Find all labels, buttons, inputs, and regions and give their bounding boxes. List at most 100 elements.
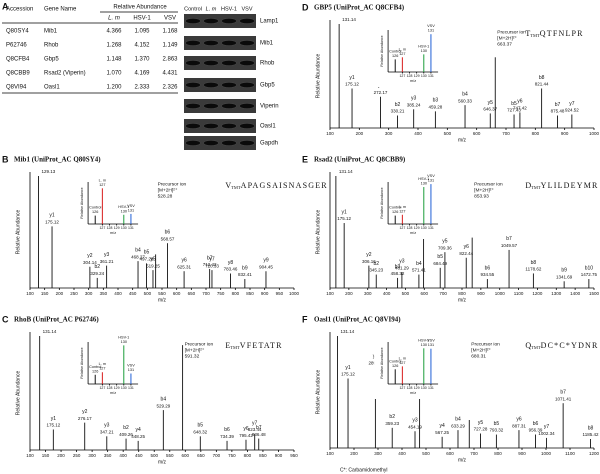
reporter-mz: 130 bbox=[121, 340, 127, 344]
blot-band bbox=[222, 60, 237, 65]
peak-ion-label: y5 bbox=[150, 256, 156, 262]
peak-ion-label: y1 bbox=[345, 365, 351, 371]
peak-ion-label: y7 bbox=[569, 101, 575, 107]
peak-ion-label: b2 bbox=[389, 414, 395, 420]
reporter-mz: 131 bbox=[428, 343, 434, 347]
table-cell: Oasl1 bbox=[44, 85, 60, 91]
precursor-mz: 528.28 bbox=[158, 193, 173, 199]
blot-band bbox=[240, 140, 255, 145]
peak-ion-label: b6 bbox=[485, 265, 491, 271]
blot-band bbox=[204, 60, 219, 65]
peak-ion-label: y3 bbox=[399, 259, 405, 265]
panel-label: B bbox=[2, 154, 9, 164]
x-axis-label: m/z bbox=[158, 459, 167, 465]
peak-mz-label: 887.31 bbox=[512, 423, 526, 428]
peak-ion-label: b2 bbox=[373, 261, 379, 267]
peak-mz-label: 821.44 bbox=[535, 82, 549, 87]
peak-mz-label: 454.19 bbox=[408, 424, 422, 429]
y-axis-label: Relative Abundance bbox=[315, 370, 321, 415]
x-tick-label: 700 bbox=[502, 131, 510, 136]
peak-mz-label: 131.14 bbox=[339, 169, 353, 174]
table-cell: Rsad2 (Viperin) bbox=[44, 71, 86, 77]
x-tick-label: 600 bbox=[173, 291, 181, 296]
peak-ion-label: b5 bbox=[437, 254, 443, 260]
panel-label: E bbox=[302, 154, 308, 164]
x-tick-label: 600 bbox=[421, 291, 429, 296]
peak-ion-label: b8 bbox=[588, 425, 594, 431]
peak-mz-label: 783.46 bbox=[224, 267, 238, 272]
sequence-rest: VFETATR bbox=[240, 341, 283, 350]
inset-x-label: m/z bbox=[410, 231, 416, 235]
x-tick-label: 400 bbox=[114, 291, 122, 296]
sequence-mod: TMT bbox=[231, 185, 241, 190]
inset-x-tick-label: 129 bbox=[114, 226, 120, 230]
x-tick-label: 350 bbox=[100, 291, 108, 296]
peak-mz-label: 571.41 bbox=[412, 268, 426, 273]
peak-mz-label: 175.12 bbox=[345, 82, 359, 87]
peak-mz-label: 131.14 bbox=[43, 329, 57, 334]
x-tick-label: 1100 bbox=[514, 291, 524, 296]
x-tick-label: 1300 bbox=[551, 291, 562, 296]
sequence-rest: QTFNLPR bbox=[540, 29, 584, 38]
reporter-mz: 130 bbox=[421, 182, 427, 186]
peak-ion-label: b7 bbox=[560, 390, 566, 396]
peak-ion-label: b8 bbox=[539, 75, 545, 81]
reporter-mz: 130 bbox=[121, 209, 127, 213]
blot-band bbox=[186, 40, 201, 45]
blot-protein-label: Lamp1 bbox=[260, 19, 279, 25]
reporter-mz: 127 bbox=[99, 367, 105, 371]
table-cell: 4.366 bbox=[106, 29, 122, 35]
spectrum-title: Rsad2 (UniProt_AC Q8CBB9) bbox=[314, 156, 406, 164]
peak-ion-label: y6 bbox=[464, 244, 470, 250]
peak-ion-label: y5 bbox=[478, 420, 484, 426]
table-header: Gene Name bbox=[44, 7, 77, 13]
x-tick-label: 100 bbox=[26, 291, 34, 296]
x-tick-label: 550 bbox=[166, 453, 174, 458]
reporter-name: L. m bbox=[399, 205, 406, 209]
peak-mz-label: 1002.34 bbox=[538, 431, 555, 436]
peak-ion-label: y4 bbox=[439, 423, 445, 429]
x-tick-label: 250 bbox=[73, 453, 81, 458]
x-tick-label: 600 bbox=[182, 453, 190, 458]
precursor-text: Precursor ion bbox=[158, 181, 187, 187]
blot-lane-label: HSV-1 bbox=[221, 6, 237, 12]
table-cell: Q8CFB4 bbox=[6, 57, 30, 63]
blot-band bbox=[204, 103, 219, 108]
peak-mz-label: 727.28 bbox=[474, 427, 488, 432]
precursor-text: Precursor ion bbox=[185, 341, 214, 347]
peak-ion-label: y1 bbox=[49, 213, 55, 219]
peak-ion-label: b7 bbox=[506, 236, 512, 242]
inset-y-label: Relative Abundance bbox=[80, 187, 84, 218]
x-tick-label: 500 bbox=[144, 291, 152, 296]
x-tick-label: 100 bbox=[326, 451, 334, 456]
precursor-mz: 591.32 bbox=[185, 353, 200, 359]
x-tick-label: 300 bbox=[385, 131, 393, 136]
peak-mz-label: 1049.57 bbox=[501, 243, 518, 248]
sequence-rest: DC*C*YDNR bbox=[541, 341, 599, 350]
table-cell: P62746 bbox=[6, 43, 27, 49]
peak-ion-label: b2 bbox=[123, 425, 129, 431]
peak-mz-label: 1341.69 bbox=[556, 274, 573, 279]
inset-background bbox=[374, 179, 442, 239]
x-axis-label: m/z bbox=[458, 137, 467, 143]
table-cell: Rhob bbox=[44, 43, 59, 49]
table-cell: 1.148 bbox=[106, 57, 122, 63]
x-tick-label: 950 bbox=[290, 453, 298, 458]
inset-x-tick-label: 129 bbox=[414, 226, 420, 230]
peptide-sequence: VTMTAPAGSAISNASGER bbox=[225, 181, 327, 190]
blot-band bbox=[240, 18, 255, 23]
reporter-mz: 126 bbox=[392, 54, 398, 58]
peak-mz-label: 448.25 bbox=[131, 434, 145, 439]
reporter-name: VSV bbox=[427, 339, 435, 343]
blot-band bbox=[186, 103, 201, 108]
blot-band bbox=[204, 140, 219, 145]
x-tick-label: 250 bbox=[70, 291, 78, 296]
peak-ion-label: b4 bbox=[135, 247, 141, 253]
peak-ion-label: y3 bbox=[411, 96, 417, 102]
x-tick-label: 500 bbox=[402, 291, 410, 296]
table-header: Accession bbox=[6, 7, 33, 13]
blot-band bbox=[186, 123, 201, 128]
reporter-name: HSV-1 bbox=[118, 335, 129, 339]
inset-x-tick-label: 127 bbox=[399, 74, 405, 78]
peak-mz-label: 330.21 bbox=[391, 109, 405, 114]
